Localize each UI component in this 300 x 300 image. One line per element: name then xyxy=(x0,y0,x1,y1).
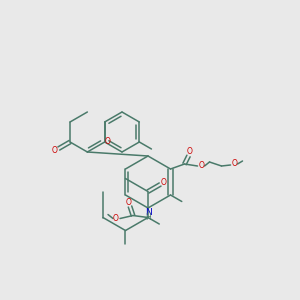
Text: O: O xyxy=(113,214,119,223)
Text: O: O xyxy=(187,147,193,156)
Text: O: O xyxy=(52,146,58,155)
Text: O: O xyxy=(232,160,238,169)
Text: O: O xyxy=(105,136,111,146)
Text: H: H xyxy=(145,213,151,222)
Text: O: O xyxy=(199,161,205,170)
Text: N: N xyxy=(145,208,152,217)
Text: O: O xyxy=(126,197,132,206)
Text: O: O xyxy=(161,178,167,187)
